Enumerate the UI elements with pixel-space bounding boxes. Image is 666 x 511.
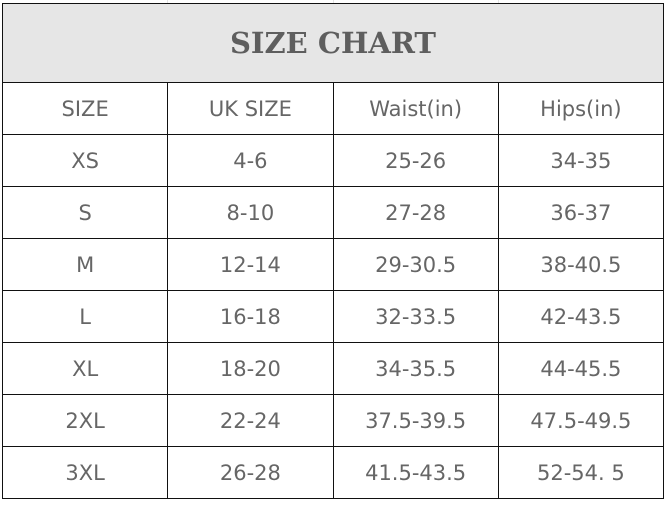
table-row: 2XL 22-24 37.5-39.5 47.5-49.5 [1,394,665,447]
table-cell: 8-10 [167,186,334,239]
table-cell: L [1,290,169,343]
table-cell: 42-43.5 [497,290,665,343]
column-header: SIZE [1,82,169,135]
table-cell: 12-14 [167,238,334,291]
table-cell: 4-6 [167,134,334,187]
table-cell: XL [1,342,169,395]
table-row: 3XL 26-28 41.5-43.5 52-54. 5 [1,446,665,499]
table-cell: M [1,238,169,291]
table-cell: 37.5-39.5 [332,394,499,447]
table-cell: 22-24 [167,394,334,447]
table-cell: 36-37 [497,186,665,239]
table-cell: XS [1,134,169,187]
table-cell: 29-30.5 [332,238,499,291]
table-cell: 52-54. 5 [497,446,665,499]
table-cell: 18-20 [167,342,334,395]
gridline [333,0,334,4]
gridline [498,0,499,4]
table-title: SIZE CHART [2,3,664,83]
table-cell: 16-18 [167,290,334,343]
size-chart-table: SIZE CHART SIZE UK SIZE Waist(in) Hips(i… [1,3,665,499]
table-row: M 12-14 29-30.5 38-40.5 [1,238,665,291]
table-cell: 3XL [1,446,169,499]
table-cell: 32-33.5 [332,290,499,343]
table-cell: 25-26 [332,134,499,187]
table-cell: 34-35.5 [332,342,499,395]
table-cell: 26-28 [167,446,334,499]
table-row: L 16-18 32-33.5 42-43.5 [1,290,665,343]
header-row: SIZE UK SIZE Waist(in) Hips(in) [1,82,665,135]
table-cell: 41.5-43.5 [332,446,499,499]
table-cell: 34-35 [497,134,665,187]
table-row: XL 18-20 34-35.5 44-45.5 [1,342,665,395]
table-row: S 8-10 27-28 36-37 [1,186,665,239]
table-row: XS 4-6 25-26 34-35 [1,134,665,187]
table-cell: 47.5-49.5 [497,394,665,447]
column-header: Hips(in) [497,82,665,135]
column-header: UK SIZE [167,82,334,135]
column-header: Waist(in) [332,82,499,135]
table-cell: 2XL [1,394,169,447]
table-cell: 38-40.5 [497,238,665,291]
table-cell: S [1,186,169,239]
gridline [167,0,168,4]
table-cell: 44-45.5 [497,342,665,395]
table-cell: 27-28 [332,186,499,239]
